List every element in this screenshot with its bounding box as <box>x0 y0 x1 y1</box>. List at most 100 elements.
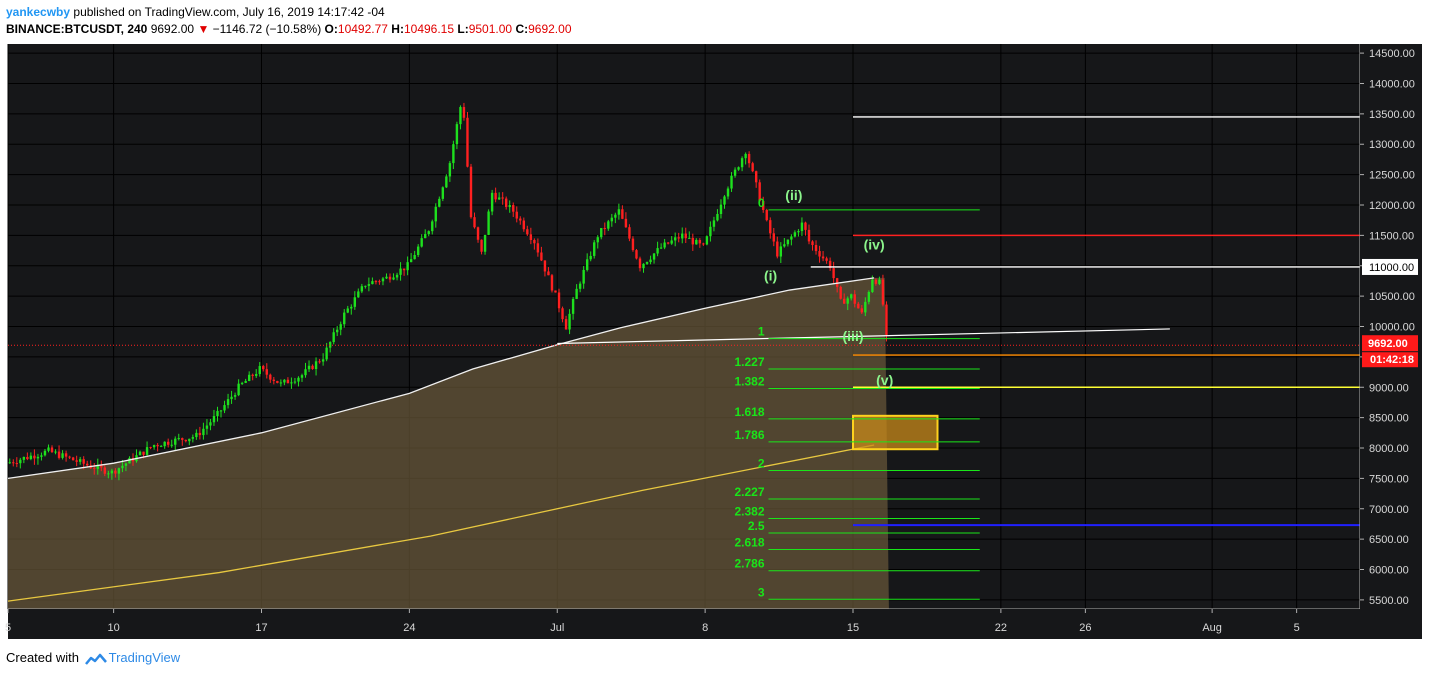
price-axis[interactable]: 14500.00 14000.00 13500.00 13000.00 12500.00… <box>1360 44 1422 609</box>
candle-body <box>75 460 78 462</box>
candle-body <box>698 239 702 244</box>
candle-body <box>226 399 230 406</box>
candle-body <box>557 292 561 309</box>
candle-body <box>276 380 279 383</box>
candle-body <box>26 456 29 460</box>
candle-body <box>420 238 423 247</box>
candle-body <box>374 281 378 283</box>
time-axis[interactable]: 5 10 17 24 Jul 8 15 22 26 Aug 5 <box>5 609 1422 639</box>
ma-yellow-line <box>7 444 875 602</box>
down-arrow-icon: ▼ <box>197 22 210 36</box>
candle-body <box>730 175 733 189</box>
candle-body <box>297 377 300 382</box>
candle-body <box>381 278 385 282</box>
price-tick-label: 8500.00 <box>1369 413 1409 425</box>
candle-body <box>265 369 268 375</box>
candles <box>8 102 888 481</box>
candle-body <box>688 237 691 239</box>
candle-body <box>290 382 293 384</box>
candle-body <box>603 228 606 230</box>
tradingview-brand[interactable]: TradingView <box>108 650 181 665</box>
fib-label: 3 <box>758 585 765 599</box>
price-tick-label: 7000.00 <box>1369 504 1409 516</box>
candle-body <box>878 279 881 284</box>
candle-body <box>747 153 751 164</box>
candle-body <box>40 455 43 457</box>
candle-body <box>251 374 254 376</box>
price-tick-label: 7500.00 <box>1369 473 1409 485</box>
candle-body <box>561 308 564 320</box>
fib-label: 2.618 <box>734 535 764 549</box>
candle-body <box>392 277 395 280</box>
time-tick-label: 24 <box>403 622 415 634</box>
candle-body <box>61 453 64 458</box>
candle-body <box>885 304 888 335</box>
candle-body <box>233 395 237 397</box>
symbol-info: BINANCE:BTCUSDT, 240 9692.00 ▼ −1146.72 … <box>6 22 572 36</box>
open-label: O: <box>324 22 338 36</box>
publish-text: published on TradingView.com, July 16, 2… <box>73 5 385 19</box>
candle-body <box>71 457 75 461</box>
high-value: 10496.15 <box>403 22 455 36</box>
candle-body <box>871 279 874 293</box>
level-price-tag-label: 11000.00 <box>1369 262 1414 274</box>
candle-body <box>575 288 578 299</box>
candle-body <box>360 286 364 292</box>
candle-body <box>610 217 614 222</box>
fib-label: 1.786 <box>734 428 764 442</box>
low-value: 9501.00 <box>468 22 513 36</box>
candle-body <box>638 258 642 269</box>
candle-body <box>853 294 856 304</box>
level-price-tag <box>1362 258 1418 275</box>
candle-body <box>163 441 166 447</box>
time-tick-label: 10 <box>108 622 120 634</box>
candle-body <box>431 221 434 232</box>
open-value: 10492.77 <box>337 22 388 36</box>
candle-body <box>293 381 297 383</box>
candle-body <box>512 205 515 212</box>
candle-body <box>649 259 652 263</box>
candle-body <box>64 453 68 457</box>
candle-body <box>483 234 487 252</box>
candle-body <box>33 455 36 459</box>
price-axis-bg <box>1360 44 1422 609</box>
candle-body <box>867 292 871 302</box>
candle-body <box>533 239 536 244</box>
candle-body <box>723 196 726 205</box>
candle-body <box>279 382 283 384</box>
candle-body <box>821 256 825 259</box>
current-price-tag-label: 9692.00 <box>1368 338 1408 350</box>
candle-body <box>635 250 638 259</box>
candle-body <box>262 366 265 370</box>
candle-body <box>726 188 730 197</box>
last-price: 9692.00 <box>150 22 195 36</box>
candle-body <box>216 411 219 417</box>
wave-label: (iii) <box>843 328 864 344</box>
candle-body <box>304 369 307 376</box>
candle-body <box>673 237 677 241</box>
candle-body <box>737 167 740 170</box>
candle-body <box>247 374 251 381</box>
wave-label: (iv) <box>864 236 885 252</box>
candle-body <box>416 246 420 255</box>
candle-body <box>585 259 589 270</box>
candle-body <box>307 365 311 370</box>
candle-body <box>776 241 779 257</box>
candle-body <box>159 446 163 448</box>
low-label: L: <box>457 22 469 36</box>
symbol-label: BINANCE:BTCUSDT, 240 <box>6 22 148 36</box>
candle-body <box>716 214 719 221</box>
wave-label: (i) <box>764 267 777 283</box>
candle-body <box>314 361 318 370</box>
author-name[interactable]: yankecwby <box>6 5 71 19</box>
candle-body <box>860 308 864 313</box>
candle-body <box>800 222 804 232</box>
price-tick-label: 11500.00 <box>1369 230 1414 242</box>
ma-area <box>8 277 889 609</box>
candle-body <box>286 379 290 384</box>
candle-body <box>318 361 321 363</box>
candle-body <box>589 255 592 260</box>
candle-body <box>346 308 349 313</box>
time-axis-bg <box>8 609 1422 639</box>
